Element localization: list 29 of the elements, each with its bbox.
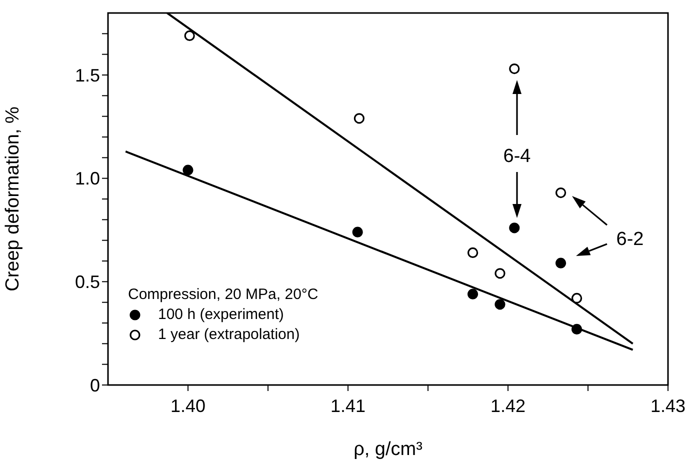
y-tick-label: 1.5 [74,65,100,86]
point [494,299,506,310]
point [468,288,478,300]
point [182,164,194,176]
point [556,258,566,268]
legend-label: 100 h (experiment) [158,305,284,325]
point [509,64,520,74]
point [354,113,364,124]
x-tick-label: 1.40 [170,396,206,416]
annotation: 6-4 [503,146,532,167]
y-tick-label: 1.0 [74,168,100,189]
y-axis-title: Creep deformation, % [2,106,24,292]
point [468,247,478,258]
y-tick-label: 0.5 [74,272,100,292]
point [572,324,582,334]
point [572,292,582,304]
point [556,188,566,198]
point [184,30,195,42]
annotation: 6-2 [616,229,644,250]
x-tick-label: 1.43 [650,396,686,416]
point [494,268,506,279]
point [352,226,363,238]
legend-label: 1 year (extrapolation) [158,325,300,345]
x-tick-label: 1.42 [490,396,526,416]
x-axis-title: ρ, g/cm³ [354,439,422,460]
x-tick-label: 1.41 [330,396,366,416]
point [509,222,520,234]
legend-title: Compression, 20 MPa, 20°C [128,285,318,305]
y-tick-label: 0 [90,375,100,396]
